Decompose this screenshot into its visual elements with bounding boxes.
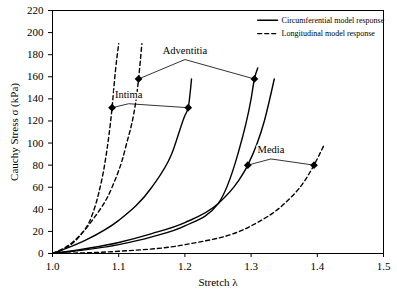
svg-text:Media: Media bbox=[258, 144, 285, 155]
svg-text:20: 20 bbox=[33, 225, 45, 237]
svg-text:1.3: 1.3 bbox=[244, 260, 258, 272]
svg-text:100: 100 bbox=[27, 137, 44, 149]
svg-text:1.0: 1.0 bbox=[46, 260, 60, 272]
svg-text:Stretch λ: Stretch λ bbox=[198, 276, 238, 288]
svg-text:Adventitia: Adventitia bbox=[163, 45, 208, 56]
svg-text:200: 200 bbox=[27, 26, 44, 38]
svg-text:Circumferential model response: Circumferential model response bbox=[282, 16, 385, 25]
svg-text:80: 80 bbox=[33, 159, 45, 171]
svg-text:0: 0 bbox=[38, 247, 44, 259]
svg-text:40: 40 bbox=[33, 203, 45, 215]
svg-text:1.5: 1.5 bbox=[377, 260, 391, 272]
svg-text:1.2: 1.2 bbox=[178, 260, 192, 272]
svg-text:Intima: Intima bbox=[115, 89, 143, 100]
svg-text:140: 140 bbox=[27, 92, 44, 104]
svg-text:1.4: 1.4 bbox=[310, 260, 324, 272]
svg-text:Cauchy Stress σ (kPa): Cauchy Stress σ (kPa) bbox=[8, 83, 21, 181]
svg-text:160: 160 bbox=[27, 70, 44, 82]
svg-text:220: 220 bbox=[27, 4, 44, 16]
svg-text:180: 180 bbox=[27, 48, 44, 60]
svg-text:60: 60 bbox=[33, 181, 45, 193]
svg-text:Longitudinal model response: Longitudinal model response bbox=[282, 29, 376, 38]
svg-text:120: 120 bbox=[27, 114, 44, 126]
svg-text:1.1: 1.1 bbox=[112, 260, 126, 272]
